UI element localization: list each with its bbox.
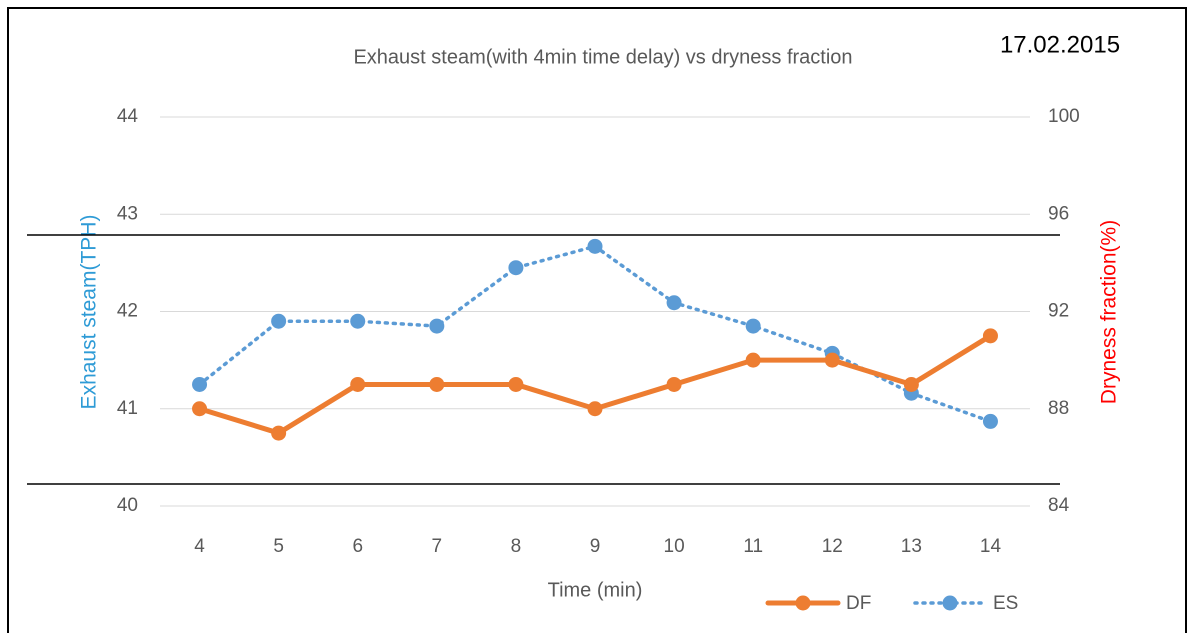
- legend-label: ES: [993, 593, 1018, 614]
- point: [429, 376, 445, 392]
- point: [982, 328, 998, 344]
- point: [508, 376, 524, 392]
- point: [982, 413, 998, 429]
- chart-title: Exhaust steam(with 4min time delay) vs d…: [353, 46, 852, 68]
- point: [666, 376, 682, 392]
- annotation: 17.02.2015: [1000, 31, 1120, 58]
- y-tick-label: 41: [117, 398, 138, 419]
- x-tick-label: 5: [273, 536, 284, 557]
- y2-tick-label: 88: [1048, 398, 1069, 419]
- point: [429, 318, 445, 334]
- legend-marker: [942, 595, 958, 611]
- series-line: [197, 333, 993, 436]
- point: [587, 238, 603, 254]
- point: [666, 295, 682, 311]
- y-tick-label: 43: [117, 203, 138, 224]
- x-tick-label: 9: [590, 536, 601, 557]
- x-tick-label: 14: [980, 536, 1002, 557]
- legend-label: DF: [846, 593, 871, 614]
- point: [903, 376, 919, 392]
- point: [192, 376, 208, 392]
- frame: [7, 7, 1187, 633]
- x-tick-label: 6: [352, 536, 363, 557]
- x-tick-label: 4: [194, 536, 205, 557]
- point: [745, 352, 761, 368]
- y2-tick-label: 84: [1048, 495, 1070, 516]
- x-tick-label: 10: [664, 536, 685, 557]
- x-axis-label: Time (min): [548, 579, 643, 601]
- x-tick-label: 13: [901, 536, 922, 557]
- point: [271, 313, 287, 329]
- point: [587, 401, 603, 417]
- legend-marker: [795, 595, 811, 611]
- point: [508, 260, 524, 276]
- series-line: [197, 244, 993, 424]
- y-tick-label: 44: [117, 106, 139, 127]
- point: [745, 318, 761, 334]
- x-tick-label: 7: [432, 536, 443, 557]
- point: [350, 376, 366, 392]
- point: [824, 352, 840, 368]
- y2-tick-label: 96: [1048, 203, 1069, 224]
- y2-axis-label: Dryness fraction(%): [1098, 220, 1121, 404]
- x-tick-label: 12: [822, 536, 843, 557]
- x-tick-label: 8: [511, 536, 522, 557]
- y2-tick-label: 92: [1048, 301, 1069, 322]
- x-tick-label: 11: [743, 536, 763, 557]
- y-tick-label: 40: [117, 495, 138, 516]
- y-tick-label: 42: [117, 301, 138, 322]
- y-axis-label: Exhaust steam(TPH): [78, 215, 101, 410]
- point: [271, 425, 287, 441]
- point: [192, 401, 208, 417]
- y2-tick-label: 100: [1048, 106, 1080, 127]
- point: [350, 313, 366, 329]
